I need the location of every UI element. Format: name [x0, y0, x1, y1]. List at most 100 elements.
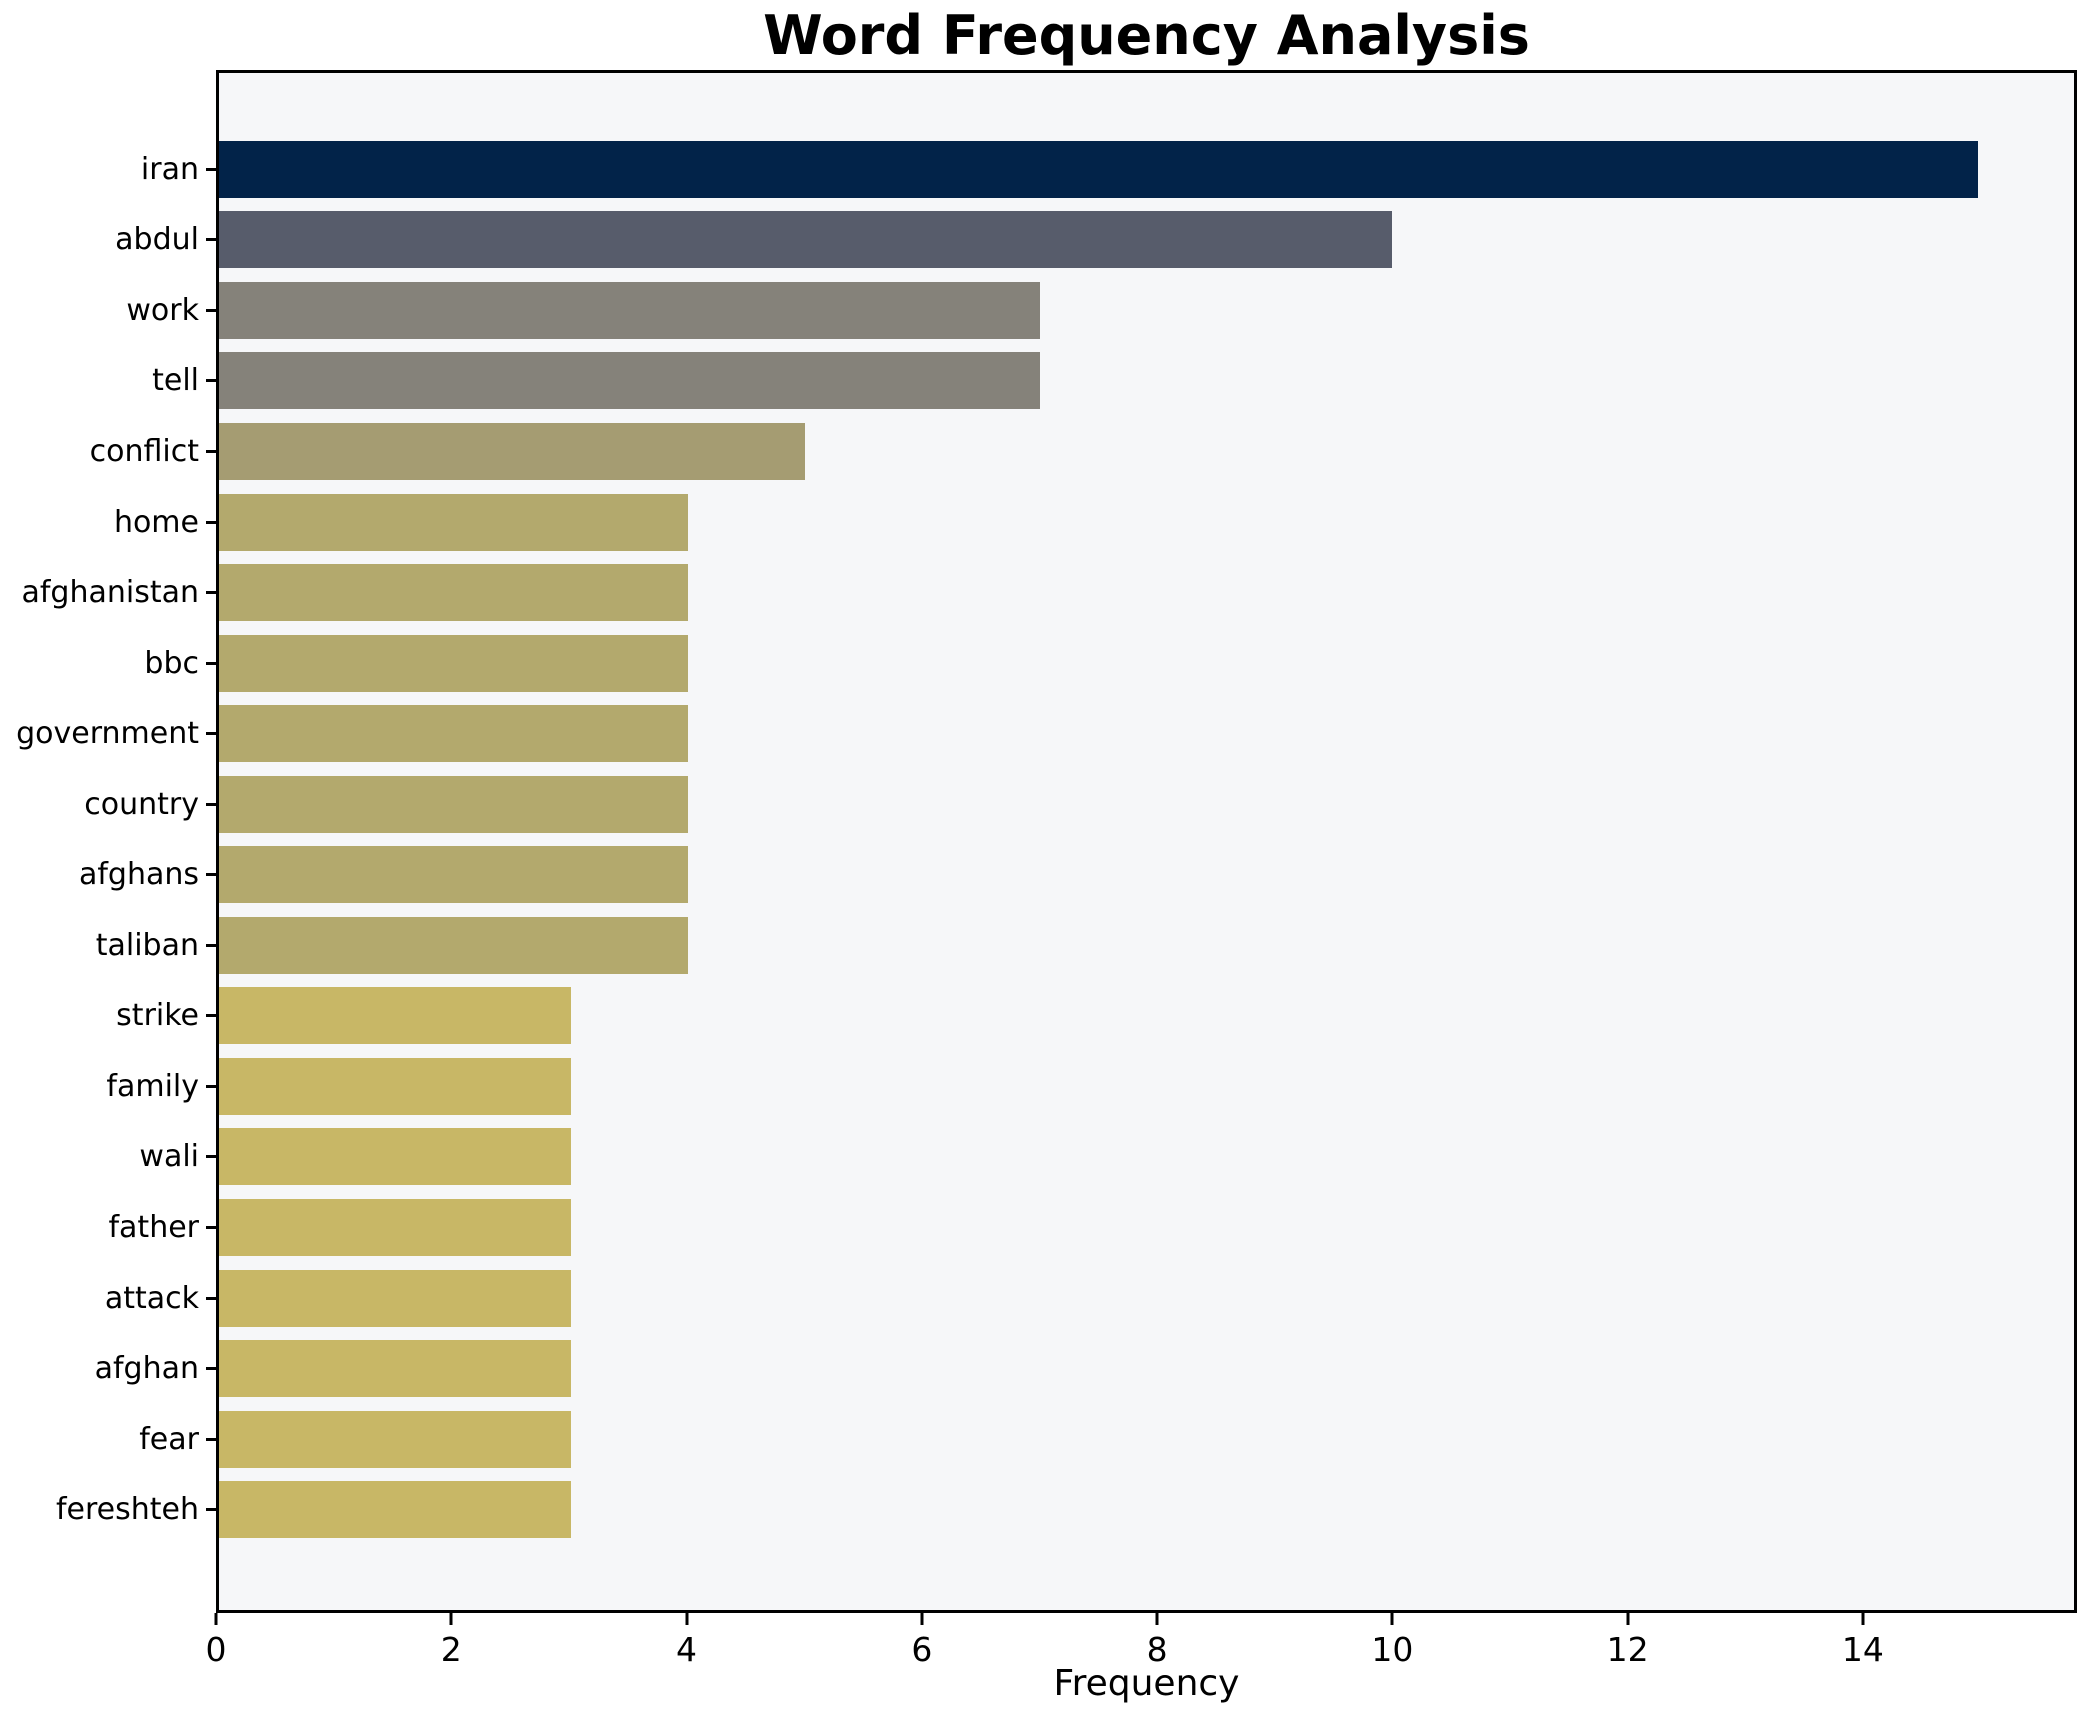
x-tick-mark [449, 1613, 453, 1625]
y-tick-row: abdul [0, 205, 217, 276]
bar-tell [219, 352, 1040, 410]
bar-home [219, 493, 689, 551]
y-tick-mark [206, 732, 217, 736]
bar-family [219, 1057, 571, 1115]
x-tick-mark [214, 1613, 218, 1625]
bar-row [219, 416, 2074, 487]
x-axis-title: Frequency [1053, 1663, 1240, 1704]
bar-taliban [219, 916, 689, 974]
y-tick-mark [206, 308, 217, 312]
y-tick-label: family [106, 1068, 199, 1104]
y-axis-labels: iran abdul work tell conflict home afghanistan… [0, 70, 217, 1613]
y-tick-row: family [0, 1051, 217, 1122]
bar-conflict [219, 422, 806, 480]
y-tick-label: father [108, 1209, 199, 1245]
bar-row [219, 1122, 2074, 1193]
y-tick-row: afghan [0, 1333, 217, 1404]
y-tick-row: father [0, 1192, 217, 1263]
y-tick-label: bbc [144, 645, 199, 681]
bar-row [219, 839, 2074, 910]
x-tick-label: 4 [676, 1630, 698, 1669]
x-tick-mark [1861, 1613, 1865, 1625]
y-tick-row: bbc [0, 628, 217, 699]
y-tick-label: fear [139, 1421, 199, 1457]
x-tick-label: 2 [440, 1630, 462, 1669]
y-tick-row: taliban [0, 910, 217, 981]
bar-row [219, 1404, 2074, 1475]
y-tick-row: wali [0, 1122, 217, 1193]
bar-fereshteh [219, 1481, 571, 1539]
y-tick-row: afghans [0, 839, 217, 910]
x-axis: 0 2 4 6 8 10 12 14 [206, 1613, 2077, 1683]
bar-row [219, 910, 2074, 981]
chart-title: Word Frequency Analysis [763, 4, 1530, 67]
y-tick-label: afghans [78, 857, 199, 893]
y-tick-label: taliban [95, 927, 199, 963]
bar-row [219, 1051, 2074, 1122]
y-tick-mark [206, 943, 217, 947]
x-tick-label: 8 [1146, 1630, 1168, 1669]
x-tick-mark [685, 1613, 689, 1625]
y-tick-mark [206, 1437, 217, 1441]
y-tick-mark [206, 1367, 217, 1371]
y-tick-row: work [0, 275, 217, 346]
x-tick-mark [1155, 1613, 1159, 1625]
x-tick-mark [1390, 1613, 1394, 1625]
y-tick-label: fereshteh [55, 1492, 199, 1528]
y-tick-label: work [126, 292, 199, 328]
bar-bbc [219, 634, 689, 692]
y-tick-row: afghanistan [0, 557, 217, 628]
bar-abdul [219, 211, 1392, 269]
x-tick-label: 10 [1371, 1630, 1414, 1669]
y-tick-row: attack [0, 1263, 217, 1334]
bar-attack [219, 1269, 571, 1327]
plot-area [216, 70, 2077, 1613]
bar-fear [219, 1410, 571, 1468]
x-tick-label: 12 [1606, 1630, 1649, 1669]
bar-row [219, 487, 2074, 558]
bar-row [219, 134, 2074, 205]
bar-iran [219, 140, 1978, 198]
y-tick-mark [206, 661, 217, 665]
bar-row [219, 1192, 2074, 1263]
bar-row [219, 769, 2074, 840]
y-tick-row: fear [0, 1404, 217, 1475]
y-tick-label: abdul [115, 222, 199, 258]
y-tick-label: iran [140, 151, 199, 187]
y-tick-label: wali [139, 1139, 199, 1175]
bar-row [219, 628, 2074, 699]
y-tick-mark [206, 520, 217, 524]
y-tick-row: government [0, 698, 217, 769]
y-tick-mark [206, 1296, 217, 1300]
bars-layer [219, 134, 2074, 1545]
y-tick-label: strike [116, 998, 199, 1034]
bar-row [219, 981, 2074, 1052]
y-tick-row: conflict [0, 416, 217, 487]
bar-row [219, 275, 2074, 346]
bar-afghanistan [219, 564, 689, 622]
bar-row [219, 346, 2074, 417]
y-tick-mark [206, 591, 217, 595]
bar-father [219, 1198, 571, 1256]
y-tick-mark [206, 1014, 217, 1018]
y-tick-row: tell [0, 346, 217, 417]
bar-country [219, 775, 689, 833]
y-tick-mark [206, 1508, 217, 1512]
y-tick-mark [206, 1225, 217, 1229]
x-tick-label: 14 [1841, 1630, 1884, 1669]
y-tick-row: iran [0, 134, 217, 205]
y-tick-label: conflict [89, 433, 199, 469]
y-tick-row: fereshteh [0, 1474, 217, 1545]
y-tick-row: strike [0, 981, 217, 1052]
x-tick-mark [920, 1613, 924, 1625]
y-tick-mark [206, 873, 217, 877]
y-tick-label: tell [152, 363, 199, 399]
y-tick-label: country [84, 786, 199, 822]
y-tick-mark [206, 449, 217, 453]
y-tick-mark [206, 238, 217, 242]
y-tick-label: home [113, 504, 199, 540]
y-tick-mark [206, 379, 217, 383]
bar-afghans [219, 846, 689, 904]
bar-row [219, 557, 2074, 628]
